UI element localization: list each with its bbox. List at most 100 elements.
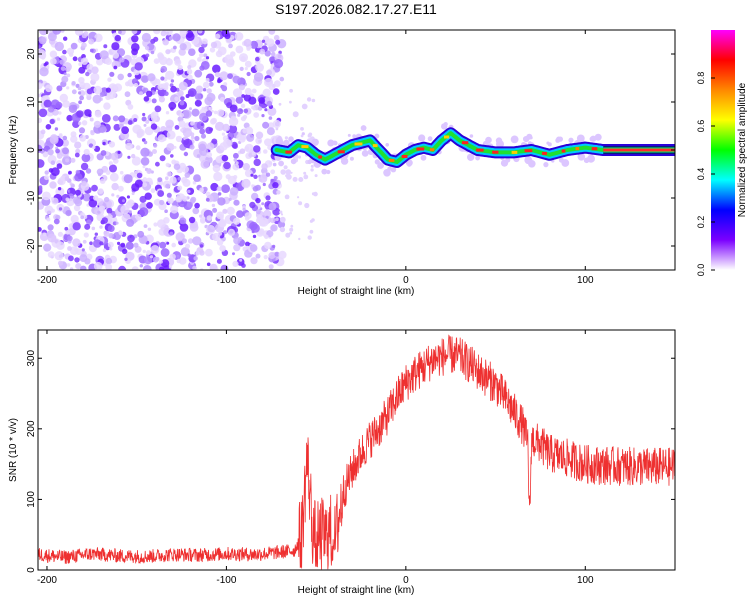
ridge-halo (427, 136, 433, 142)
noise-blob (264, 108, 268, 112)
noise-blob (162, 85, 168, 91)
noise-blob (262, 121, 270, 129)
noise-blob (111, 42, 120, 51)
noise-blob (234, 32, 244, 41)
noise-blob (78, 127, 86, 134)
ridge-halo (510, 135, 519, 144)
noise-blob (290, 224, 294, 228)
ridge-hot-spot (492, 150, 499, 154)
noise-blob (273, 59, 284, 69)
noise-blob (194, 202, 200, 209)
noise-blob (198, 46, 205, 54)
noise-blob (212, 64, 221, 74)
noise-blob (185, 94, 190, 98)
noise-blob (246, 133, 255, 142)
noise-blob (180, 128, 184, 132)
noise-blob (153, 222, 158, 227)
noise-blob (201, 38, 208, 45)
noise-blob (264, 234, 269, 240)
noise-blob (192, 265, 197, 270)
noise-blob (82, 239, 87, 244)
noise-blob (228, 124, 238, 134)
noise-blob (211, 138, 218, 145)
noise-blob (146, 90, 153, 98)
noise-blob (243, 108, 249, 114)
noise-blob (109, 172, 119, 182)
noise-blob (255, 197, 261, 204)
noise-blob (119, 170, 124, 175)
noise-blob (150, 50, 155, 55)
noise-blob (235, 161, 239, 165)
noise-blob (195, 251, 200, 256)
noise-blob (278, 250, 287, 259)
ridge-halo (443, 122, 448, 127)
noise-blob (66, 263, 71, 267)
noise-blob (176, 258, 182, 264)
noise-blob (196, 154, 201, 158)
noise-blob (199, 187, 205, 193)
noise-blob (304, 202, 310, 209)
ridge-halo (349, 156, 354, 161)
noise-blob (183, 151, 189, 157)
noise-blob (77, 86, 82, 91)
noise-blob (107, 241, 114, 248)
noise-blob (263, 255, 268, 260)
ridge-halo (475, 155, 480, 161)
noise-blob (38, 159, 45, 168)
noise-blob (162, 39, 169, 46)
noise-blob (134, 213, 142, 221)
noise-blob (48, 168, 54, 173)
noise-blob (251, 88, 257, 94)
ridge-halo (580, 153, 584, 157)
noise-blob (78, 91, 82, 95)
noise-blob (179, 100, 185, 106)
noise-blob (86, 219, 92, 226)
noise-blob (264, 241, 272, 250)
ridge-tail-red (603, 148, 675, 152)
y-tick-label: 0 (26, 567, 37, 573)
colorbar-tick-label: 0.8 (696, 72, 706, 85)
noise-blob (103, 44, 108, 49)
noise-blob (224, 54, 234, 64)
ridge-halo (327, 139, 335, 147)
noise-blob (65, 210, 72, 217)
noise-blob (165, 119, 175, 129)
noise-blob (208, 81, 214, 87)
noise-blob (93, 85, 103, 95)
noise-blob (64, 176, 70, 182)
noise-blob (109, 247, 113, 251)
noise-blob (254, 56, 260, 62)
ridge-halo (587, 154, 595, 163)
noise-blob (176, 68, 184, 75)
ridge-hot-spot (301, 145, 309, 149)
noise-blob (44, 170, 49, 175)
noise-blob (206, 151, 213, 158)
noise-blob (249, 244, 258, 252)
noise-blob (165, 70, 175, 80)
noise-blob (219, 142, 228, 151)
noise-blob (200, 159, 210, 169)
noise-blob (125, 81, 130, 87)
noise-blob (251, 151, 256, 156)
noise-blob (99, 225, 103, 229)
noise-blob (181, 195, 188, 202)
noise-blob (245, 245, 249, 249)
noise-blob (76, 110, 84, 118)
noise-blob (62, 135, 68, 141)
noise-blob (50, 58, 57, 65)
noise-blob (151, 98, 157, 104)
colorbar-tick-label: 0.0 (696, 264, 706, 277)
noise-blob (109, 71, 115, 77)
noise-blob (105, 87, 111, 93)
noise-blob (140, 157, 150, 166)
noise-blob (205, 77, 210, 82)
noise-blob (123, 174, 133, 184)
noise-blob (311, 98, 316, 103)
x-tick-label: 100 (577, 275, 594, 286)
snr-frame (37, 329, 676, 571)
noise-blob (173, 163, 181, 170)
noise-blob (182, 165, 189, 173)
noise-blob (81, 180, 87, 187)
noise-blob (300, 126, 304, 131)
noise-blob (117, 185, 124, 192)
